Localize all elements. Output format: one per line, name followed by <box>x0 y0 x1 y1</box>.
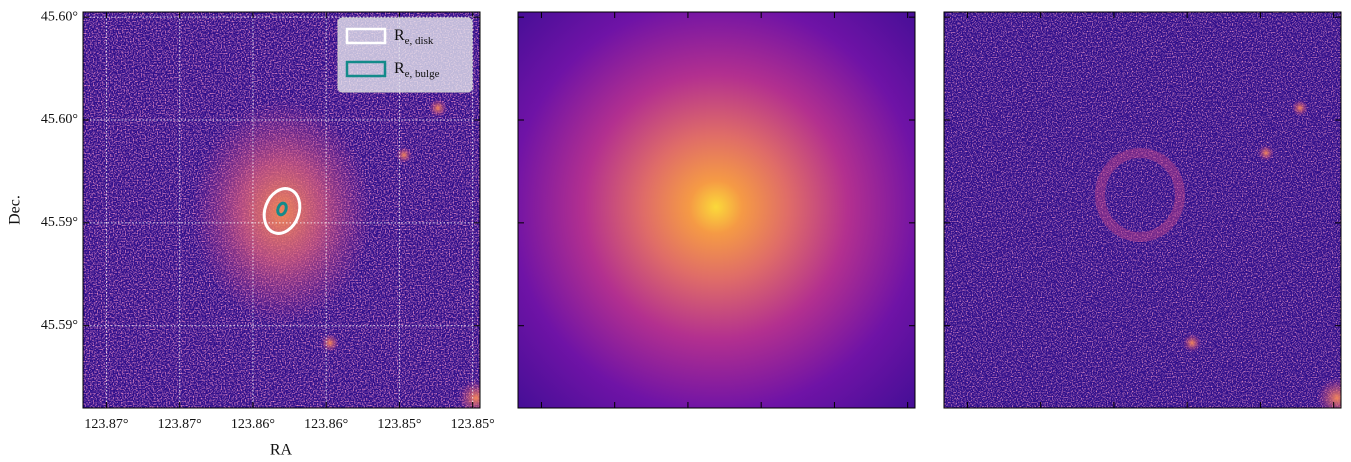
x-tick-label: 123.87° <box>158 417 202 432</box>
x-tick-label: 123.85° <box>451 417 495 432</box>
legend-label-subscript: e, disk <box>405 35 434 47</box>
image-residual <box>944 12 1341 408</box>
frame <box>82 11 481 409</box>
frame <box>943 11 1342 409</box>
legend-label-main: R <box>394 60 405 77</box>
y-tick-label: 45.59° <box>41 215 78 230</box>
y-axis-label: Dec. <box>7 195 24 225</box>
x-tick-label: 123.86° <box>231 417 275 432</box>
legend-box <box>337 17 473 93</box>
legend-label: Re, disk <box>394 27 434 47</box>
legend-label-main: R <box>394 27 405 44</box>
legend-swatch <box>345 27 387 45</box>
x-axis-label: RA <box>270 442 293 459</box>
legend-label: Re, bulge <box>394 60 440 80</box>
y-tick-label: 45.59° <box>41 318 78 333</box>
y-tick-label: 45.60° <box>41 9 78 24</box>
x-tick-label: 123.87° <box>84 417 128 432</box>
x-tick-label: 123.86° <box>304 417 348 432</box>
y-tick-label: 45.60° <box>41 112 78 127</box>
image-model <box>517 11 916 409</box>
x-tick-label: 123.85° <box>377 417 421 432</box>
legend-swatch <box>345 60 387 78</box>
legend-label-subscript: e, bulge <box>405 68 440 80</box>
